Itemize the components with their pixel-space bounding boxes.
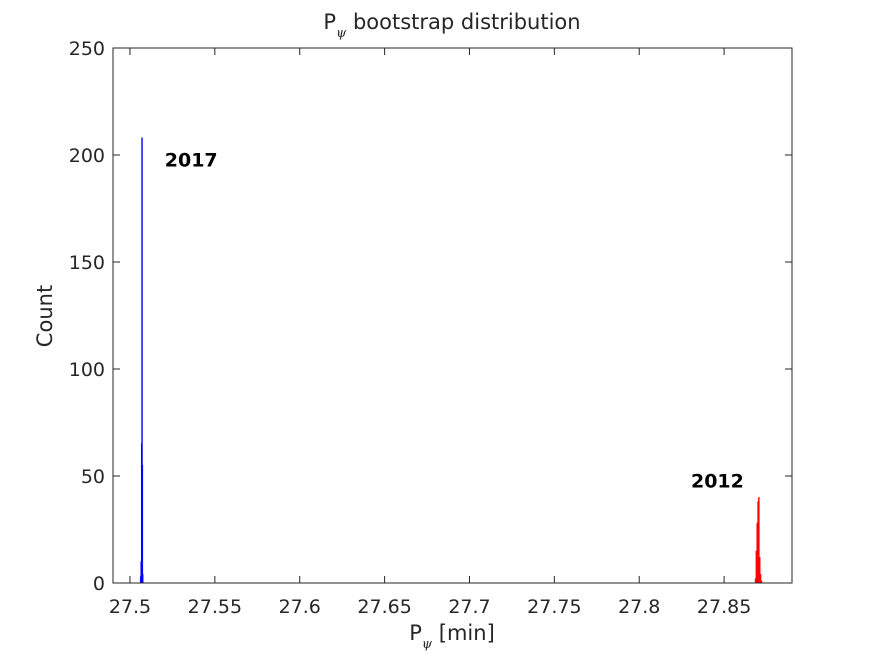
x-tick-label: 27.85 (697, 596, 751, 618)
chart-title: Pψ bootstrap distribution (323, 10, 580, 41)
annotation-label-2012: 2012 (691, 470, 744, 492)
y-tick-label: 150 (69, 252, 105, 274)
annotation-label-2017: 2017 (165, 149, 218, 171)
histogram-bar-0-4 (141, 465, 144, 584)
annotations: 2017 2012 (165, 149, 744, 492)
histogram-bar-0-5 (141, 574, 144, 584)
x-tick-label: 27.5 (109, 596, 151, 618)
y-tick-label: 200 (69, 145, 105, 167)
y-axis-ticks: 0 50 100 150 200 250 (69, 38, 792, 595)
y-tick-label: 100 (69, 359, 105, 381)
y-tick-label: 0 (93, 573, 105, 595)
y-tick-label: 50 (81, 466, 105, 488)
x-axis-label: Pψ [min] (409, 621, 495, 652)
y-tick-label: 250 (69, 38, 105, 60)
x-tick-label: 27.55 (188, 596, 242, 618)
x-tick-label: 27.8 (618, 596, 660, 618)
x-tick-label: 27.75 (527, 596, 581, 618)
histogram-bars (139, 137, 763, 584)
y-axis-label: Count (33, 285, 57, 347)
x-tick-label: 27.65 (357, 596, 411, 618)
x-axis-ticks: 27.5 27.55 27.6 27.65 27.7 27.75 27.8 27.85 (109, 48, 751, 618)
plot-area-frame (112, 47, 793, 584)
x-tick-label: 27.6 (279, 596, 321, 618)
x-tick-label: 27.7 (448, 596, 490, 618)
